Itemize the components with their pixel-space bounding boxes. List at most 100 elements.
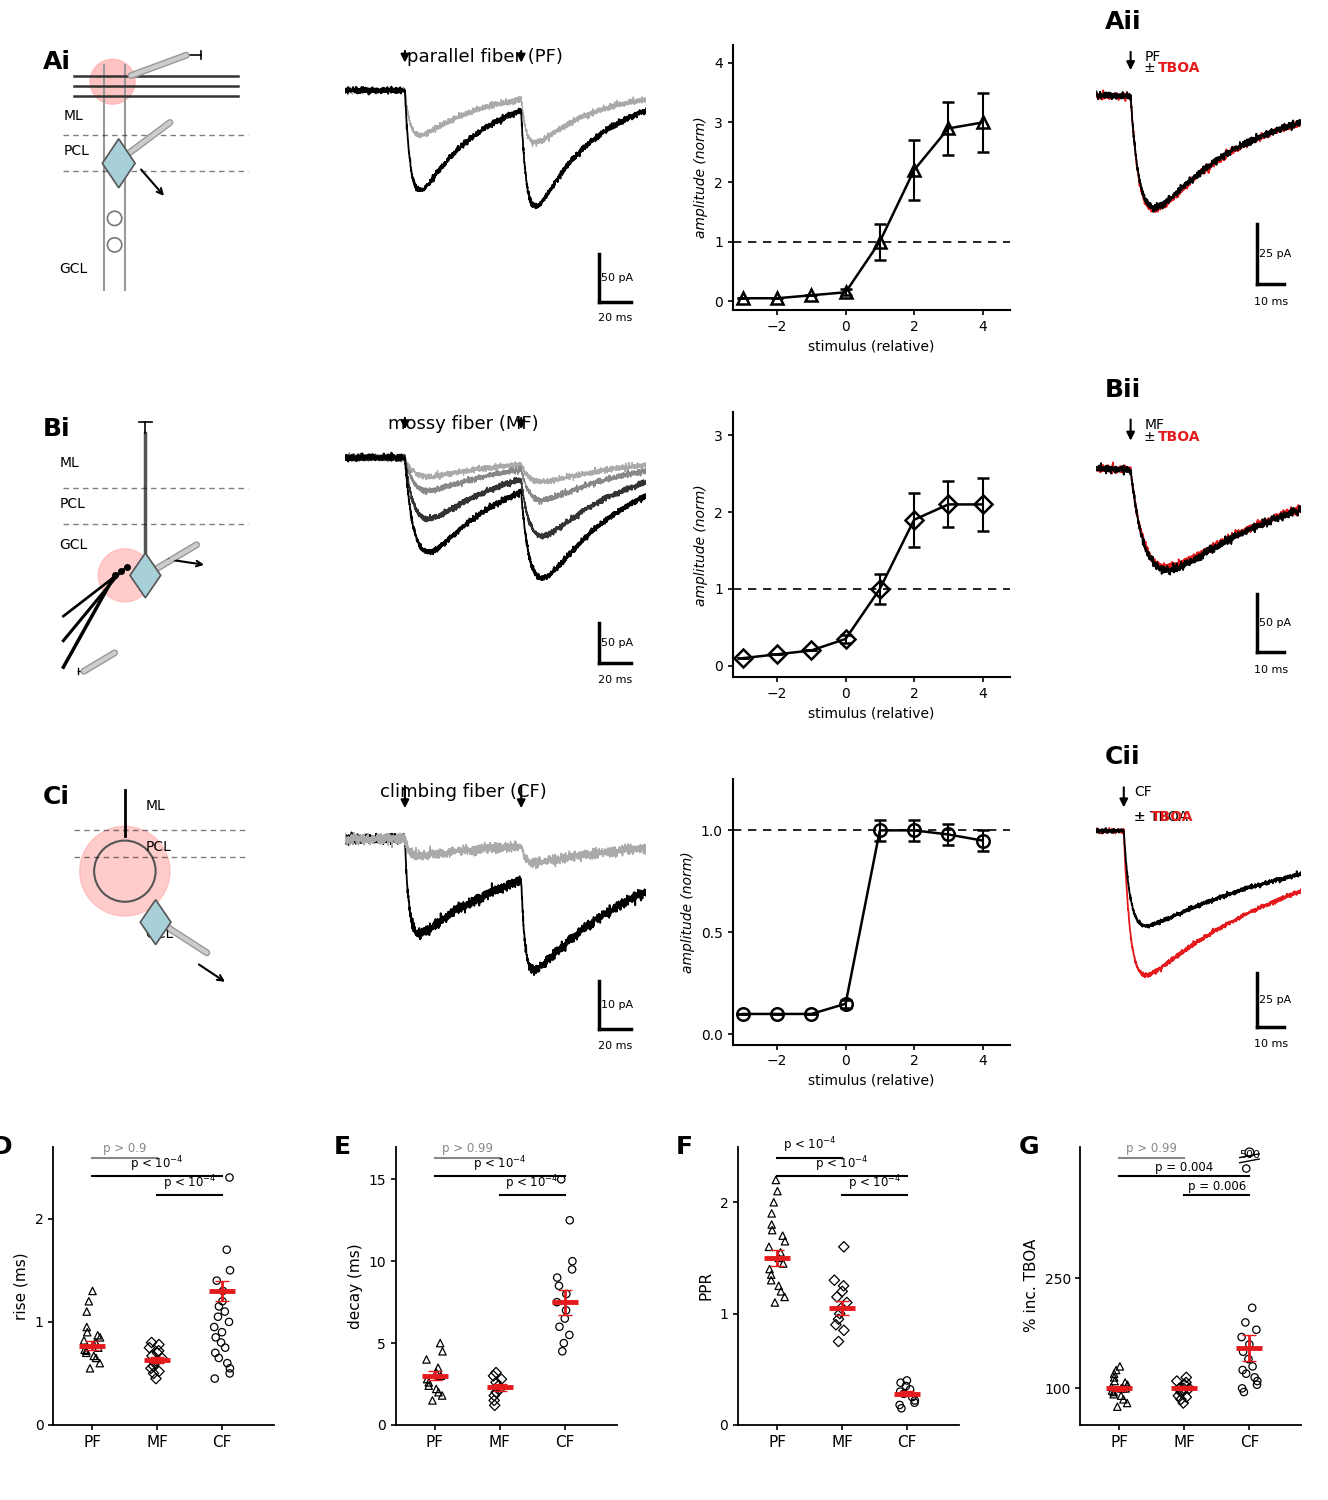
- Point: [422, 1389, 444, 1413]
- Point: [1175, 1371, 1197, 1395]
- Point: [74, 1338, 96, 1362]
- Point: [904, 1390, 926, 1414]
- Text: p = 0.006: p = 0.006: [1187, 1180, 1246, 1192]
- Text: ±: ±: [1145, 430, 1161, 444]
- Point: [774, 1228, 795, 1252]
- Point: [826, 1286, 847, 1310]
- Point: [825, 1312, 846, 1336]
- Point: [432, 1340, 453, 1364]
- Point: [830, 1296, 851, 1320]
- Point: [76, 1341, 97, 1365]
- Text: 10 ms: 10 ms: [1254, 297, 1288, 307]
- Point: [1113, 1377, 1134, 1401]
- Point: [761, 1268, 782, 1292]
- Text: GCL: GCL: [60, 262, 88, 276]
- Text: F: F: [676, 1136, 693, 1160]
- Point: [768, 1274, 789, 1298]
- Point: [89, 1352, 110, 1376]
- Point: [219, 1356, 240, 1380]
- Point: [139, 1335, 161, 1359]
- Point: [73, 1329, 94, 1353]
- Point: [770, 1280, 791, 1304]
- Point: [1110, 1377, 1131, 1401]
- Point: [1239, 1140, 1260, 1164]
- Point: [1116, 1377, 1137, 1401]
- Point: [562, 1250, 583, 1274]
- Point: [1232, 1340, 1254, 1364]
- Point: [551, 1340, 572, 1364]
- Point: [765, 1168, 786, 1192]
- Point: [1242, 1296, 1263, 1320]
- Point: [904, 1389, 926, 1413]
- Point: [766, 1179, 788, 1203]
- Point: [208, 1346, 230, 1370]
- Text: p < 10$^{-4}$: p < 10$^{-4}$: [782, 1136, 837, 1155]
- Point: [483, 1364, 505, 1388]
- Y-axis label: amplitude (norm): amplitude (norm): [695, 484, 708, 606]
- Text: Bii: Bii: [1105, 378, 1141, 402]
- Point: [1235, 1156, 1256, 1180]
- Text: 25 pA: 25 pA: [1259, 994, 1291, 1005]
- Text: TBOA: TBOA: [1158, 430, 1201, 444]
- Point: [761, 1218, 782, 1242]
- Text: 50 pA: 50 pA: [1259, 618, 1291, 628]
- Text: ± TBOA: ± TBOA: [1134, 810, 1189, 824]
- Point: [143, 1354, 165, 1378]
- Point: [1171, 1380, 1193, 1404]
- Polygon shape: [102, 140, 135, 188]
- Text: 20 ms: 20 ms: [598, 314, 632, 322]
- Point: [146, 1341, 167, 1365]
- Point: [429, 1330, 450, 1354]
- Point: [487, 1374, 509, 1398]
- Point: [428, 1356, 449, 1380]
- X-axis label: stimulus (relative): stimulus (relative): [807, 339, 935, 354]
- Point: [1247, 1370, 1268, 1394]
- Point: [774, 1286, 795, 1310]
- Text: 50 pA: 50 pA: [600, 273, 633, 284]
- Point: [1167, 1383, 1189, 1407]
- Point: [219, 1362, 240, 1386]
- Text: ML: ML: [145, 800, 165, 813]
- Point: [149, 1359, 170, 1383]
- Text: ±: ±: [1145, 62, 1161, 75]
- Point: [833, 1318, 854, 1342]
- Point: [764, 1191, 785, 1215]
- Point: [84, 1332, 105, 1356]
- Point: [896, 1368, 918, 1392]
- Text: TBOA: TBOA: [1158, 62, 1201, 75]
- Point: [833, 1234, 854, 1258]
- Text: p < 10$^{-4}$: p < 10$^{-4}$: [130, 1154, 183, 1173]
- Point: [551, 1167, 572, 1191]
- Point: [483, 1389, 505, 1413]
- Text: GCL: GCL: [145, 927, 174, 942]
- Point: [76, 1340, 97, 1364]
- Text: 20 ms: 20 ms: [598, 675, 632, 684]
- Point: [1235, 1311, 1256, 1335]
- Point: [216, 1352, 238, 1376]
- Y-axis label: % inc. TBOA: % inc. TBOA: [1024, 1239, 1038, 1332]
- Point: [1234, 1380, 1255, 1404]
- Point: [145, 1352, 166, 1376]
- Point: [1104, 1382, 1125, 1406]
- Point: [1175, 1384, 1197, 1408]
- Point: [205, 1341, 226, 1365]
- Point: [1117, 1390, 1138, 1414]
- Y-axis label: PPR: PPR: [699, 1270, 714, 1300]
- Point: [1110, 1383, 1131, 1407]
- Point: [758, 1257, 780, 1281]
- Point: [219, 1258, 240, 1282]
- Point: [1231, 1377, 1252, 1401]
- Point: [1105, 1358, 1126, 1382]
- Point: [88, 1323, 109, 1347]
- Text: Ci: Ci: [42, 784, 70, 808]
- Point: [141, 1330, 162, 1354]
- Text: CF: CF: [1134, 784, 1151, 798]
- Point: [559, 1209, 580, 1233]
- Point: [211, 1320, 232, 1344]
- Text: p > 0.99: p > 0.99: [442, 1143, 493, 1155]
- Text: PCL: PCL: [60, 496, 85, 512]
- Text: 50 pA: 50 pA: [600, 639, 633, 648]
- Point: [78, 1290, 100, 1314]
- Point: [1242, 1354, 1263, 1378]
- Point: [428, 1380, 449, 1404]
